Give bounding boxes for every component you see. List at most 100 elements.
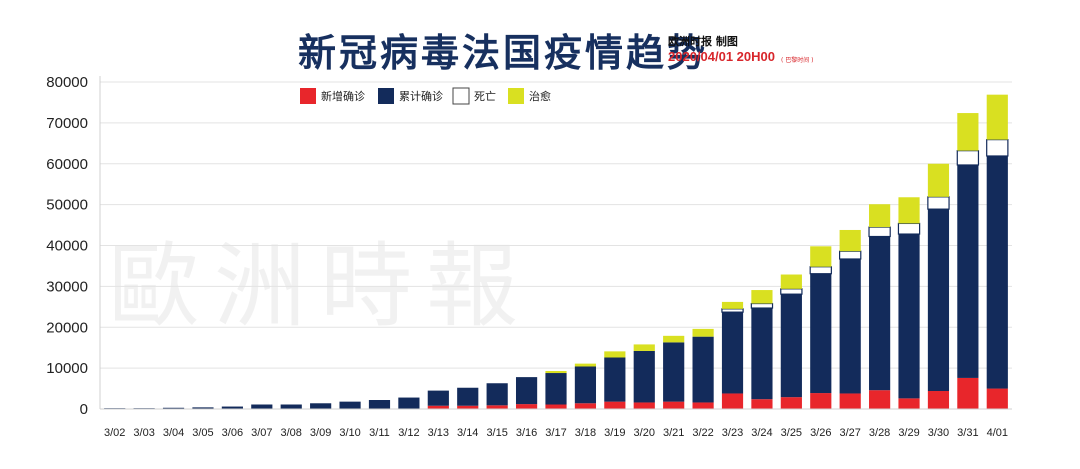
- bar-segment: [545, 373, 567, 405]
- bar-segment: [339, 401, 361, 409]
- bar-segment: [897, 222, 921, 235]
- bar-segment: [780, 288, 803, 295]
- bar-segment: [839, 393, 861, 409]
- x-tick-label: 3/23: [722, 427, 743, 439]
- legend-label: 新增确诊: [321, 89, 365, 103]
- bar-segment: [957, 113, 979, 151]
- bar-segment: [721, 393, 744, 409]
- bar-segment: [692, 328, 714, 337]
- bar-segment: [927, 196, 950, 210]
- x-tick-label: 3/18: [575, 427, 596, 439]
- legend-label: 累计确诊: [399, 89, 443, 103]
- legend-label: 治愈: [529, 89, 551, 103]
- y-tick-label: 60000: [46, 156, 88, 173]
- x-tick-label: 3/12: [398, 427, 419, 439]
- bar-segment: [810, 273, 832, 394]
- bar-segment: [898, 234, 920, 399]
- bar-segment: [751, 290, 773, 304]
- bar-segment: [986, 94, 1008, 140]
- x-axis: 3/02 3/03 3/04 3/05 3/06 3/07 3/08 3/09 3/10 3/11…: [100, 408, 1012, 439]
- x-tick-label: 4/01: [987, 427, 1008, 439]
- bar-segment: [604, 351, 626, 358]
- bar-segment: [986, 388, 1008, 409]
- bar-segment: [633, 350, 655, 403]
- y-tick-label: 10000: [46, 360, 88, 377]
- bar-segment: [192, 407, 214, 409]
- y-axis: 0 10000 20000 30000 40000 50000 60000 70000 8000…: [46, 74, 101, 418]
- x-tick-label: 3/29: [898, 427, 919, 439]
- bar-segment: [869, 236, 891, 391]
- bar-segment: [457, 387, 479, 406]
- bar-segment: [604, 401, 626, 409]
- x-tick-label: 3/27: [839, 427, 860, 439]
- bar-segment: [310, 403, 332, 409]
- bar-segment: [486, 383, 508, 406]
- bar-segment: [692, 336, 714, 403]
- x-tick-label: 3/11: [369, 427, 390, 439]
- x-tick-label: 3/31: [957, 427, 978, 439]
- y-tick-label: 0: [80, 401, 88, 418]
- x-tick-label: 3/13: [428, 427, 449, 439]
- x-tick-label: 3/06: [222, 427, 243, 439]
- bar-segment: [633, 402, 655, 409]
- x-tick-label: 3/28: [869, 427, 890, 439]
- y-tick-label: 50000: [46, 197, 88, 214]
- bar-segment: [956, 150, 980, 166]
- timestamp-note: ( 巴黎时间 ): [781, 57, 814, 64]
- y-tick-label: 70000: [46, 115, 88, 132]
- legend: 新增确诊 累计确诊 死亡 治愈: [300, 87, 551, 105]
- bar-segment: [780, 294, 802, 398]
- bar-segment: [751, 399, 773, 409]
- timestamp: 2020/04/01 20H00: [668, 49, 775, 64]
- x-tick-label: 3/04: [163, 427, 184, 439]
- bar-segment: [898, 398, 920, 409]
- x-tick-label: 3/30: [928, 427, 949, 439]
- legend-label: 死亡: [474, 89, 496, 103]
- bar-segment: [368, 400, 391, 409]
- x-tick-label: 3/17: [545, 427, 566, 439]
- bar-segment: [427, 405, 449, 409]
- bar-segment: [663, 335, 685, 343]
- bar-segment: [663, 342, 685, 402]
- bar-segment: [574, 363, 597, 367]
- bar-segment: [398, 397, 420, 409]
- bar-segment: [810, 393, 832, 409]
- x-tick-label: 3/22: [692, 427, 713, 439]
- x-tick-label: 3/14: [457, 427, 478, 439]
- bar-segment: [515, 377, 538, 405]
- x-tick-label: 3/10: [339, 427, 360, 439]
- bar-segment: [809, 266, 832, 275]
- bar-segment: [957, 164, 979, 378]
- bar-segment: [898, 197, 920, 224]
- bar-segment: [604, 357, 626, 402]
- bar-segment: [663, 401, 685, 409]
- legend-swatch: [508, 88, 524, 104]
- bar-segment: [750, 302, 774, 309]
- bar-segment: [780, 274, 802, 289]
- bar-segment: [721, 301, 744, 309]
- x-tick-label: 3/16: [516, 427, 537, 439]
- bars: [104, 94, 1009, 409]
- bar-segment: [427, 390, 449, 406]
- x-tick-label: 3/15: [486, 427, 507, 439]
- bar-segment: [692, 402, 714, 409]
- x-tick-label: 3/25: [781, 427, 802, 439]
- bar-segment: [162, 407, 185, 409]
- bar-segment: [927, 163, 950, 197]
- bar-segment: [810, 246, 832, 267]
- bar-segment: [839, 258, 861, 394]
- x-tick-label: 3/03: [133, 427, 154, 439]
- bar-segment: [280, 404, 302, 409]
- bar-segment: [986, 155, 1008, 389]
- y-tick-label: 30000: [46, 278, 88, 295]
- legend-swatch: [300, 88, 316, 104]
- bar-segment: [515, 404, 538, 409]
- bar-segment: [927, 391, 950, 409]
- legend-swatch: [452, 87, 470, 105]
- bar-segment: [839, 229, 861, 252]
- chart-title: 新冠病毒法国疫情趋势: [298, 31, 709, 75]
- bar-segment: [545, 370, 567, 374]
- bar-segment: [574, 403, 597, 409]
- legend-swatch: [378, 88, 394, 104]
